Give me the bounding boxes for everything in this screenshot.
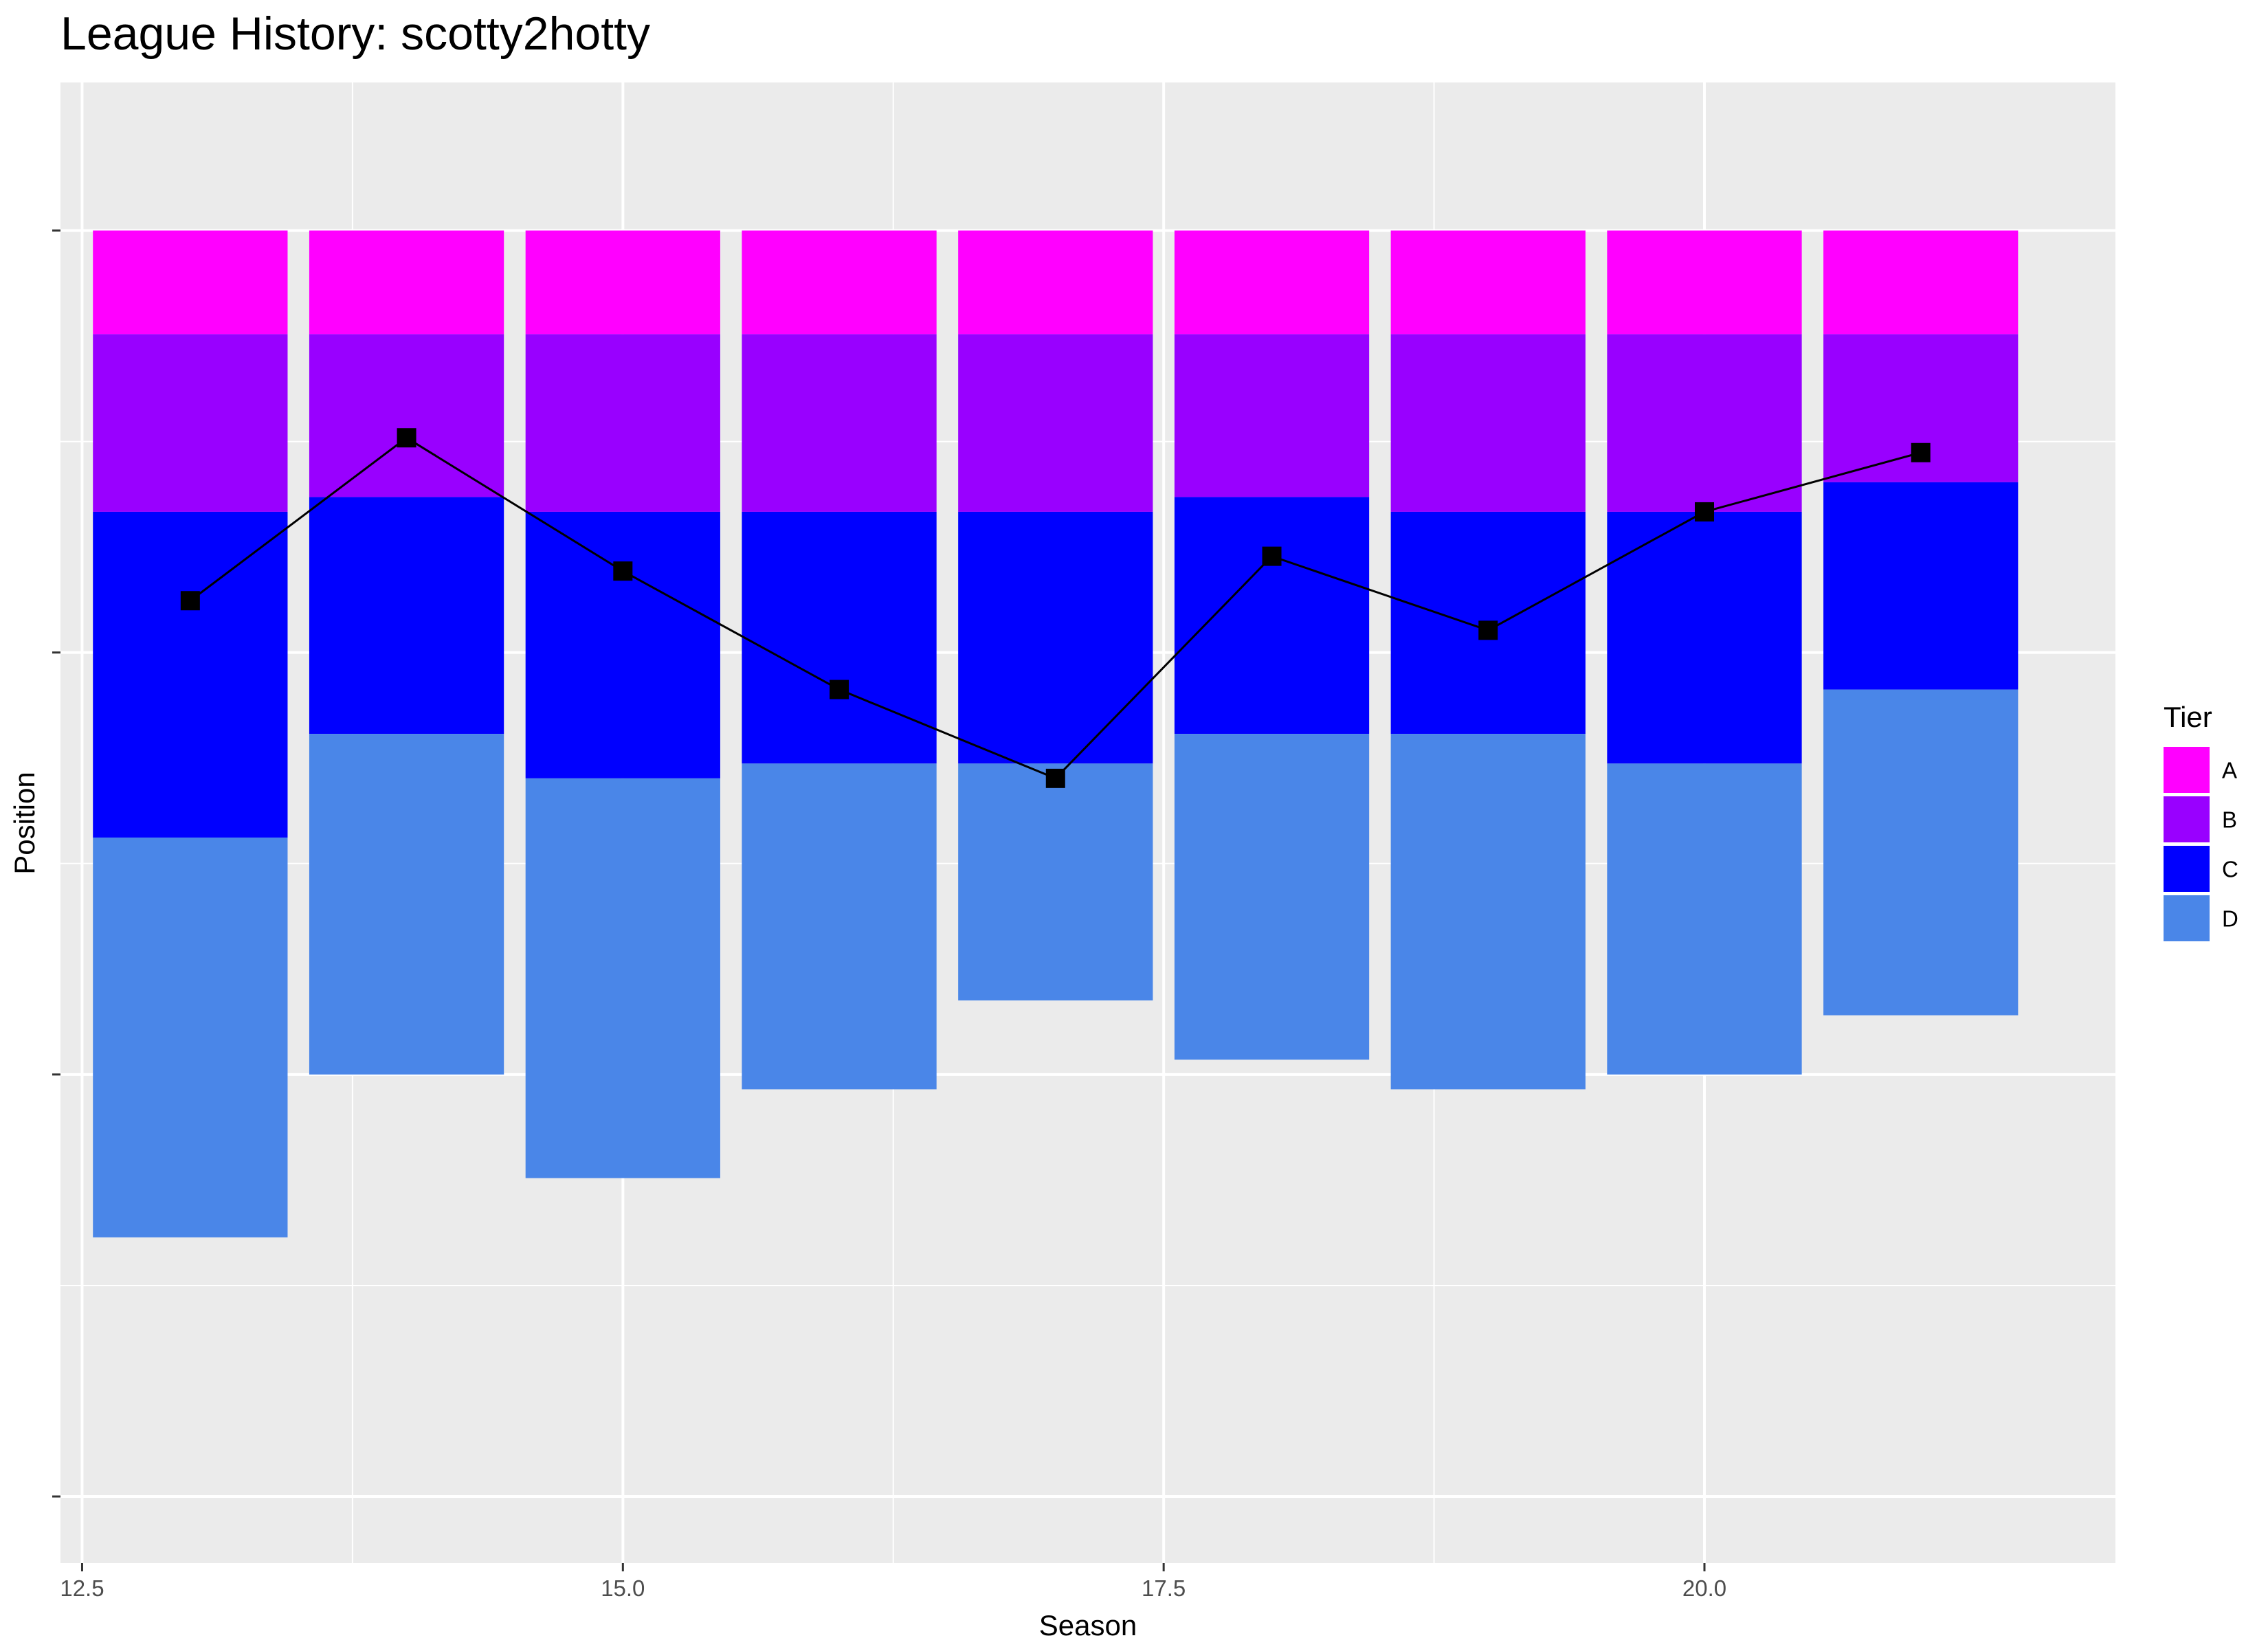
legend-label-c: C xyxy=(2222,857,2238,882)
bar-21-tier-d xyxy=(1823,689,2019,1016)
y-axis-title: Position xyxy=(8,772,41,874)
bar-20-tier-c xyxy=(1607,511,1802,764)
bar-16-tier-a xyxy=(742,230,937,335)
bar-17-tier-c xyxy=(958,511,1153,764)
bar-15-tier-a xyxy=(525,230,720,335)
bar-14-tier-d xyxy=(309,734,504,1075)
bar-13-tier-c xyxy=(93,511,288,838)
position-line-group xyxy=(180,428,1931,788)
position-point-13 xyxy=(180,591,200,611)
bars xyxy=(93,230,2019,1237)
position-point-15 xyxy=(613,561,633,581)
legend-key-a xyxy=(2164,747,2210,793)
bar-18-tier-b xyxy=(1174,334,1370,497)
bar-15-tier-c xyxy=(525,511,720,778)
position-point-21 xyxy=(1911,442,1931,462)
bar-14-tier-b xyxy=(309,334,504,497)
legend-label-a: A xyxy=(2222,758,2237,783)
bar-14-tier-c xyxy=(309,497,504,734)
position-point-14 xyxy=(397,428,416,448)
bar-13-tier-b xyxy=(93,334,288,512)
position-point-17 xyxy=(1045,768,1065,788)
bar-19-tier-b xyxy=(1390,334,1586,512)
bar-13-tier-a xyxy=(93,230,288,335)
bar-21-tier-c xyxy=(1823,482,2019,690)
chart-title: League History: scotty2hotty xyxy=(60,8,650,60)
bar-13-tier-d xyxy=(93,838,288,1237)
legend-key-b xyxy=(2164,796,2210,842)
x-axis-title: Season xyxy=(1039,1609,1137,1641)
x-tick-label: 12.5 xyxy=(60,1575,104,1601)
bar-18-tier-a xyxy=(1174,230,1370,335)
bar-17-tier-d xyxy=(958,763,1153,1001)
position-point-16 xyxy=(830,680,849,699)
bar-18-tier-d xyxy=(1174,734,1370,1060)
x-tick-label: 17.5 xyxy=(1142,1575,1186,1601)
position-point-19 xyxy=(1478,620,1498,640)
legend-key-c xyxy=(2164,846,2210,892)
bar-18-tier-c xyxy=(1174,497,1370,734)
x-tick-label: 15.0 xyxy=(601,1575,645,1601)
bar-17-tier-b xyxy=(958,334,1153,512)
legend-label-d: D xyxy=(2222,906,2238,932)
position-point-20 xyxy=(1695,502,1714,521)
bar-15-tier-b xyxy=(525,334,720,512)
bar-14-tier-a xyxy=(309,230,504,335)
x-tick-label: 20.0 xyxy=(1682,1575,1726,1601)
bar-20-tier-a xyxy=(1607,230,1802,335)
legend-title: Tier xyxy=(2164,701,2212,733)
bar-19-tier-a xyxy=(1390,230,1586,335)
bar-16-tier-b xyxy=(742,334,937,512)
position-point-18 xyxy=(1262,546,1282,566)
axes: 12.5 15.0 17.5 20.0 xyxy=(52,229,1726,1601)
bar-21-tier-a xyxy=(1823,230,2019,335)
bar-20-tier-d xyxy=(1607,763,1802,1075)
bar-19-tier-d xyxy=(1390,734,1586,1090)
bar-16-tier-d xyxy=(742,763,937,1090)
legend-label-b: B xyxy=(2222,807,2237,833)
legend-key-d xyxy=(2164,895,2210,941)
bar-15-tier-d xyxy=(525,778,720,1178)
bar-20-tier-b xyxy=(1607,334,1802,512)
bar-16-tier-c xyxy=(742,511,937,764)
bar-17-tier-a xyxy=(958,230,1153,335)
